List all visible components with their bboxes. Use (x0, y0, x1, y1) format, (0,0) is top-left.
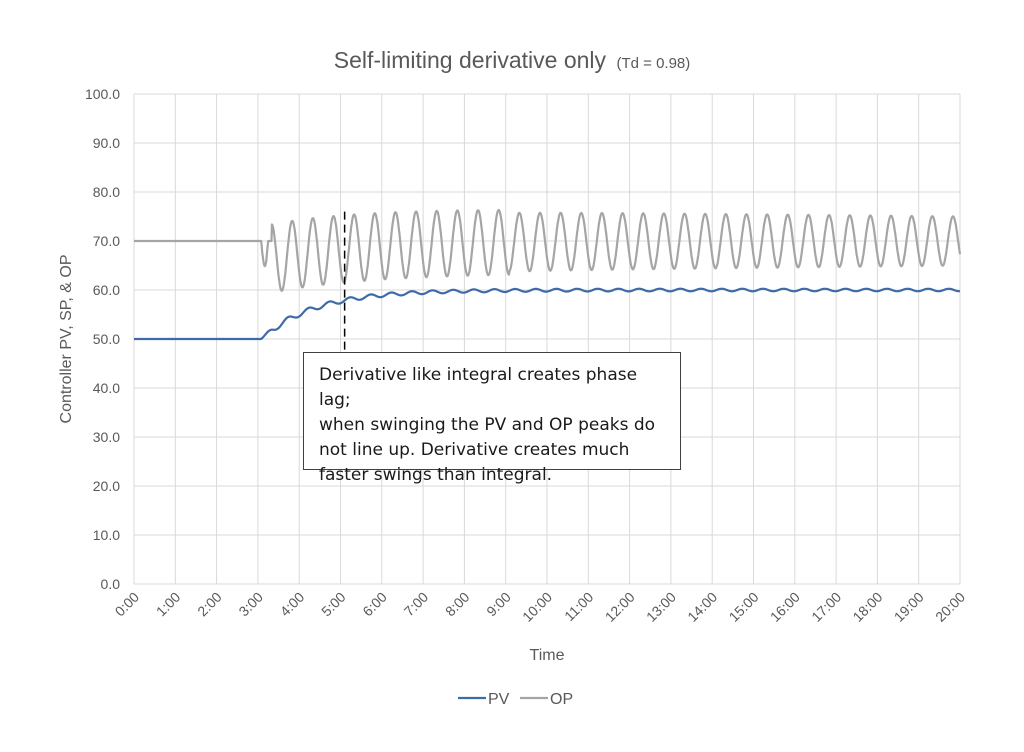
y-tick-label: 60.0 (93, 282, 120, 298)
series-pv-line (133, 287, 961, 341)
y-tick-label: 70.0 (93, 233, 120, 249)
gridlines (133, 93, 961, 585)
x-tick-label: 16:00 (767, 589, 803, 625)
x-tick-label: 12:00 (602, 589, 638, 625)
x-tick-label: 13:00 (643, 589, 679, 625)
x-axis-ticks: 0:00 1:00 2:00 3:00 4:00 5:00 6:00 7:00 8:00 9:00… (112, 589, 969, 625)
y-tick-label: 50.0 (93, 331, 120, 347)
x-tick-label: 20:00 (932, 589, 968, 625)
x-tick-label: 11:00 (561, 589, 597, 625)
x-tick-label: 8:00 (442, 589, 473, 620)
x-tick-label: 3:00 (235, 589, 266, 620)
x-tick-label: 1:00 (153, 589, 184, 620)
annotation-line-4: faster swings than integral. (319, 465, 553, 485)
chart-title: Self-limiting derivative only (Td = 0.98… (334, 47, 691, 73)
annotation-text-box: Derivative like integral creates phase l… (303, 352, 681, 485)
y-tick-label: 20.0 (93, 478, 120, 494)
legend-op-label: OP (550, 691, 573, 708)
x-tick-label: 6:00 (359, 589, 390, 620)
y-axis-ticks: 0.0 10.0 20.0 30.0 40.0 50.0 60.0 70.0 80.0 90.0 1… (85, 86, 120, 592)
y-tick-label: 0.0 (101, 576, 121, 592)
chart-title-main: Self-limiting derivative only (334, 47, 607, 73)
annotation-line-2: when swinging the PV and OP peaks do (319, 415, 656, 435)
annotation-line-3: not line up. Derivative creates much (319, 440, 630, 460)
legend: PV OP (458, 691, 573, 708)
y-axis-title: Controller PV, SP, & OP (58, 255, 75, 424)
x-tick-label: 15:00 (726, 589, 762, 625)
x-tick-label: 14:00 (684, 589, 720, 625)
x-tick-label: 0:00 (112, 589, 143, 620)
x-tick-label: 17:00 (808, 589, 844, 625)
x-tick-label: 10:00 (519, 589, 555, 625)
x-tick-label: 5:00 (318, 589, 349, 620)
legend-pv-label: PV (488, 691, 510, 708)
series-op-line (133, 208, 962, 292)
x-tick-label: 4:00 (277, 589, 308, 620)
y-tick-label: 100.0 (85, 86, 120, 102)
x-tick-label: 19:00 (891, 589, 927, 625)
y-tick-label: 90.0 (93, 135, 120, 151)
chart-title-subtitle: (Td = 0.98) (616, 55, 690, 72)
x-tick-label: 18:00 (849, 589, 885, 625)
y-tick-label: 80.0 (93, 184, 120, 200)
x-tick-label: 2:00 (194, 589, 225, 620)
x-tick-label: 9:00 (483, 589, 514, 620)
x-tick-label: 7:00 (401, 589, 432, 620)
y-tick-label: 40.0 (93, 380, 120, 396)
x-axis-title: Time (530, 647, 565, 664)
annotation-line-1: Derivative like integral creates phase l… (319, 365, 638, 410)
y-tick-label: 10.0 (93, 527, 120, 543)
y-tick-label: 30.0 (93, 429, 120, 445)
